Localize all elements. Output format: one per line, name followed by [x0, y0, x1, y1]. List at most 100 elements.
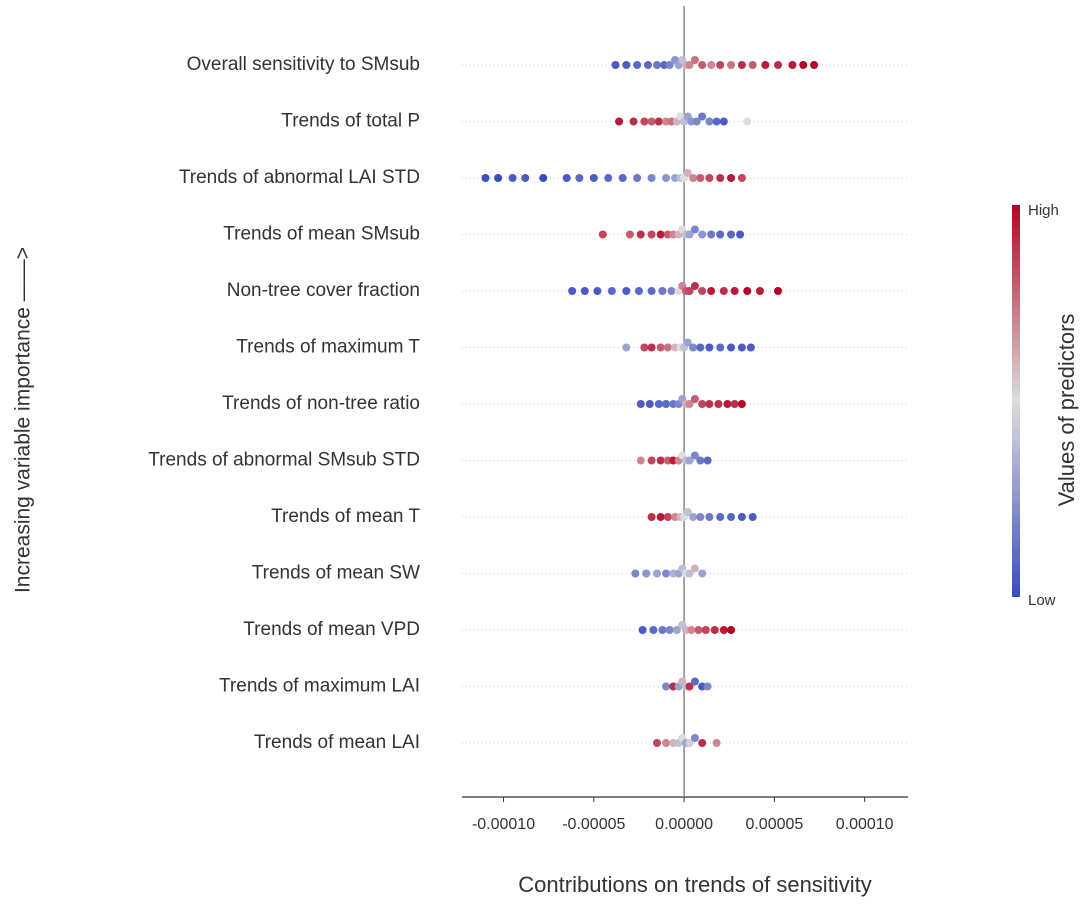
dot — [685, 569, 694, 578]
colorbar-low: Low — [1028, 592, 1056, 609]
dot — [622, 287, 631, 295]
dot — [685, 739, 694, 747]
dot — [643, 61, 652, 69]
dot — [690, 56, 699, 64]
dot — [727, 61, 736, 69]
x-tick-label: 0.00005 — [745, 816, 803, 833]
dot — [727, 174, 736, 182]
dot — [539, 174, 548, 182]
dot — [716, 343, 725, 352]
dot — [730, 400, 739, 408]
dot — [705, 174, 714, 182]
dot — [634, 287, 643, 295]
x-tick-label: 0.00000 — [655, 816, 713, 833]
dot — [687, 626, 696, 634]
dot — [656, 230, 665, 239]
dot — [604, 174, 613, 182]
dot — [696, 513, 705, 521]
dot — [663, 513, 672, 521]
dot — [647, 456, 656, 465]
dot — [743, 117, 752, 126]
dot — [707, 230, 716, 239]
dot — [653, 739, 662, 747]
x-axis-label: Contributions on trends of sensitivity — [518, 872, 871, 897]
dot — [665, 61, 674, 69]
dot — [640, 117, 649, 126]
dot — [481, 174, 490, 182]
colorbar-title: Values of predictors — [1054, 314, 1079, 507]
dot — [647, 230, 656, 239]
dot — [712, 739, 721, 747]
dot — [615, 117, 624, 126]
dot — [698, 739, 707, 747]
dot — [689, 513, 698, 521]
dot — [568, 287, 577, 295]
dot — [656, 456, 665, 465]
dot — [575, 174, 584, 182]
dot — [696, 456, 705, 465]
dot — [748, 513, 757, 521]
dot — [737, 343, 746, 352]
dot — [696, 343, 705, 352]
dot — [629, 117, 638, 126]
dot — [690, 677, 699, 686]
dot — [656, 513, 665, 521]
dot — [689, 174, 698, 182]
dot — [737, 400, 746, 408]
dot — [694, 626, 703, 634]
dot — [698, 230, 707, 239]
dot — [689, 343, 698, 352]
dot — [690, 734, 699, 742]
dot — [712, 117, 721, 126]
dot — [707, 61, 716, 69]
dot — [696, 174, 705, 182]
dot — [685, 400, 694, 408]
dot — [705, 117, 714, 126]
dot — [636, 456, 645, 465]
y-axis-label: Increasing variable importance ——> — [12, 247, 35, 593]
dot — [716, 513, 725, 521]
row-label: Trends of mean T — [271, 506, 420, 527]
dot — [654, 117, 663, 126]
dot — [656, 343, 665, 352]
dot — [521, 174, 530, 182]
dot — [494, 174, 503, 182]
row-label: Trends of mean SMsub — [223, 224, 420, 245]
row-label: Trends of mean SW — [252, 563, 420, 584]
dot — [737, 513, 746, 521]
dot — [719, 287, 728, 295]
dot — [645, 400, 654, 408]
dot — [653, 61, 662, 69]
dot — [662, 174, 671, 182]
row-label: Trends of non-tree ratio — [222, 393, 420, 414]
dot — [799, 61, 808, 69]
x-tick-label: 0.00010 — [836, 816, 894, 833]
x-tick-label: -0.00010 — [472, 816, 535, 833]
dot — [667, 287, 676, 295]
dot — [685, 61, 694, 69]
dot — [710, 626, 719, 634]
dot — [658, 626, 667, 634]
dot — [640, 343, 649, 352]
row-label: Trends of maximum LAI — [219, 676, 420, 697]
dot — [653, 569, 662, 578]
row-label: Overall sensitivity to SMsub — [187, 54, 420, 75]
colorbar-high: High — [1028, 202, 1059, 219]
dot — [647, 513, 656, 521]
dot — [647, 287, 656, 295]
dot — [705, 400, 714, 408]
dot — [698, 569, 707, 578]
x-tick-label: -0.00005 — [562, 816, 625, 833]
dot — [636, 400, 645, 408]
row-label: Trends of maximum T — [236, 337, 420, 358]
dot — [748, 61, 757, 69]
dot — [642, 569, 651, 578]
dot — [727, 343, 736, 352]
dot — [685, 682, 694, 691]
row-label: Non-tree cover fraction — [227, 280, 420, 301]
dot — [773, 287, 782, 295]
dot — [690, 395, 699, 403]
dot — [703, 456, 712, 465]
dot — [746, 343, 755, 352]
